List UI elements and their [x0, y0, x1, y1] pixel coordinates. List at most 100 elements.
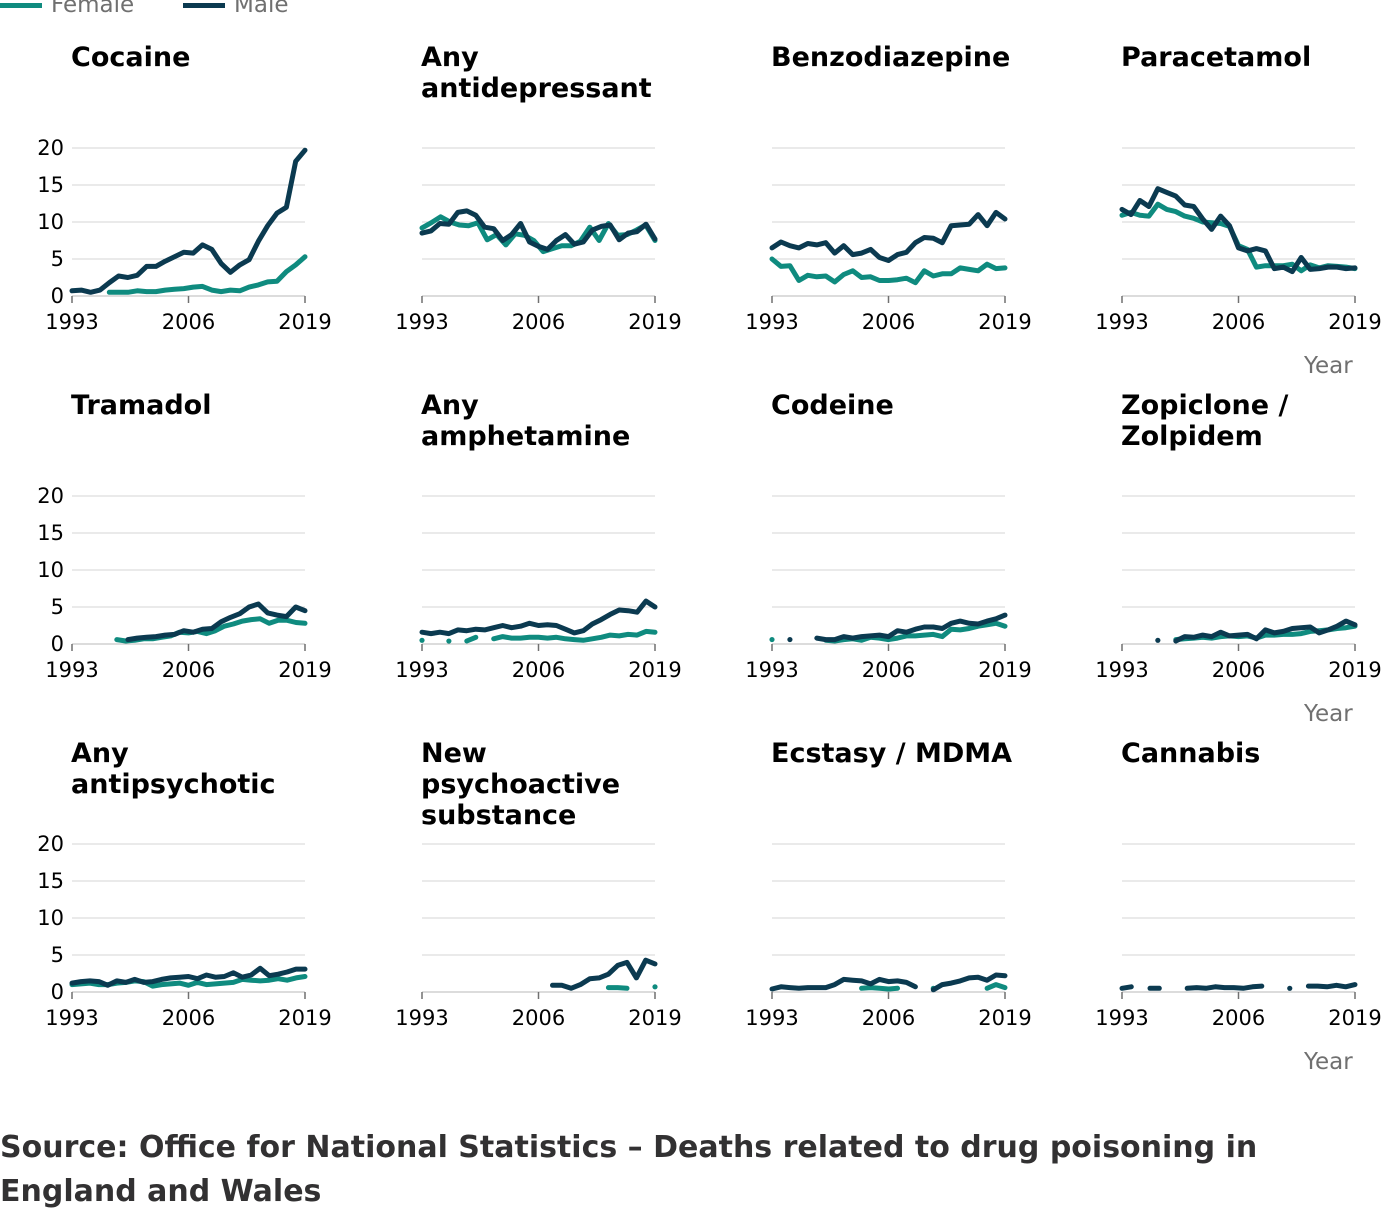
source-note: Source: Office for National Statistics –…	[0, 1130, 1258, 1209]
x-tick-label: 1993	[745, 1006, 798, 1030]
male-series-line	[69, 965, 308, 988]
y-tick-label: 20	[37, 832, 64, 856]
x-tick-label: 2006	[862, 310, 915, 334]
x-axis-title: Year	[1304, 701, 1353, 727]
x-tick-label: 2006	[162, 658, 215, 682]
female-series-line	[106, 254, 308, 295]
female-series-line	[464, 634, 479, 644]
x-tick-label: 1993	[395, 1006, 448, 1030]
panel-title: Cocaine	[71, 42, 191, 73]
male-series-line	[1119, 186, 1358, 275]
x-tick-label: 2006	[162, 1006, 215, 1030]
legend-item-female: Female	[0, 0, 134, 18]
female-series-point	[652, 984, 658, 990]
panel-title: Any antidepressant	[421, 42, 652, 104]
panel-title: Benzodiazepine	[771, 42, 1011, 73]
legend-swatch-male	[183, 2, 225, 8]
panel-plot: 1993 2006 2019	[395, 495, 682, 682]
x-tick-label: 2019	[628, 1006, 681, 1030]
x-tick-label: 2006	[862, 658, 915, 682]
y-tick-label: 20	[37, 136, 64, 160]
panel-plot: 0 5 10 15 20 1993 2006 2019	[37, 136, 331, 334]
female-series-line	[859, 985, 900, 992]
panel-title: Zopiclone / Zolpidem	[1121, 390, 1289, 452]
male-series-line	[125, 601, 308, 643]
x-tick-label: 2006	[1212, 1006, 1265, 1030]
y-tick-label: 10	[37, 210, 64, 234]
panel: Cannabis 1993 2006 2019	[1050, 696, 1383, 1044]
panel-title: Paracetamol	[1121, 42, 1312, 73]
female-series-point	[419, 637, 425, 643]
legend-label-male: Male	[234, 0, 289, 18]
x-tick-label: 2006	[512, 1006, 565, 1030]
male-series-point	[1287, 985, 1293, 991]
male-series-line	[769, 976, 918, 992]
x-tick-label: 1993	[45, 1006, 98, 1030]
x-tick-label: 2006	[1212, 310, 1265, 334]
female-series-point	[769, 636, 775, 643]
y-tick-label: 5	[51, 595, 64, 619]
x-tick-label: 2019	[1328, 1006, 1381, 1030]
panel: New psychoactive substance 1993 2006 2019	[350, 696, 695, 1044]
x-tick-label: 1993	[45, 658, 98, 682]
male-series-line	[69, 147, 308, 295]
panel-plot: 1993 2006 2019	[745, 495, 1032, 682]
panel: Benzodiazepine 1993 2006 2019	[700, 0, 1045, 348]
x-tick-label: 2019	[278, 1006, 331, 1030]
y-tick-label: 10	[37, 906, 64, 930]
x-tick-label: 2019	[278, 310, 331, 334]
y-tick-label: 15	[37, 173, 64, 197]
y-tick-label: 20	[37, 484, 64, 508]
y-tick-label: 15	[37, 869, 64, 893]
x-tick-label: 1993	[1095, 310, 1148, 334]
panel: Any antidepressant 1993 2006 2019	[350, 0, 695, 348]
panel: Paracetamol 1993 2006 2019	[1050, 0, 1383, 348]
small-multiples-grid: Cocaine 0 5 10 15 20 1993 2006 2019 Any antidepre…	[0, 0, 1383, 1075]
x-tick-label: 2019	[1328, 310, 1381, 334]
male-series-line	[419, 598, 658, 637]
panel: Tramadol 0 5 10 15 20 1993 2006 2019	[0, 348, 345, 696]
panel: Ecstasy / MDMA 1993 2006 2019	[700, 696, 1045, 1044]
panel-plot: 1993 2006 2019	[1095, 147, 1382, 334]
female-series-line	[984, 982, 1008, 991]
male-series-line	[550, 957, 658, 991]
y-tick-label: 0	[51, 980, 64, 1004]
female-series-line	[769, 256, 1008, 286]
x-tick-label: 2006	[1212, 658, 1265, 682]
x-tick-label: 1993	[395, 658, 448, 682]
legend-item-male: Male	[183, 0, 288, 18]
panel-plot: 1993 2006 2019	[395, 147, 682, 334]
panel-plot: 1993 2006 2019	[395, 843, 682, 1030]
male-series-line	[769, 209, 1008, 263]
panel: Any antipsychotic 0 5 10 15 20 1993 2006 2019	[0, 696, 345, 1044]
male-series-line	[1119, 984, 1134, 991]
y-tick-label: 10	[37, 558, 64, 582]
male-series-line	[930, 972, 1008, 993]
female-series-line	[605, 985, 630, 991]
x-tick-label: 1993	[1095, 658, 1148, 682]
x-tick-label: 2019	[978, 658, 1031, 682]
x-tick-label: 1993	[395, 310, 448, 334]
x-tick-label: 2006	[162, 310, 215, 334]
male-series-line	[1305, 982, 1358, 990]
x-tick-label: 2019	[1328, 658, 1381, 682]
x-tick-label: 2019	[278, 658, 331, 682]
x-tick-label: 2019	[978, 310, 1031, 334]
panel-title: Codeine	[771, 390, 894, 421]
x-axis-title: Year	[1304, 1049, 1353, 1075]
male-series-line	[1173, 618, 1358, 644]
panel-title: Any amphetamine	[421, 390, 631, 452]
male-series-point	[787, 636, 793, 643]
panel-plot: 0 5 10 15 20 1993 2006 2019	[37, 484, 331, 682]
x-tick-label: 1993	[745, 310, 798, 334]
male-series-line	[1184, 983, 1265, 991]
panel-plot: 1993 2006 2019	[745, 843, 1032, 1030]
x-tick-label: 2006	[512, 310, 565, 334]
x-tick-label: 1993	[745, 658, 798, 682]
panel-plot: 1993 2006 2019	[1095, 495, 1382, 682]
panel-plot: 0 5 10 15 20 1993 2006 2019	[37, 832, 331, 1030]
y-tick-label: 0	[51, 284, 64, 308]
x-tick-label: 1993	[45, 310, 98, 334]
panel: Zopiclone / Zolpidem 1993 2006 2019	[1050, 348, 1383, 696]
x-tick-label: 2019	[978, 1006, 1031, 1030]
